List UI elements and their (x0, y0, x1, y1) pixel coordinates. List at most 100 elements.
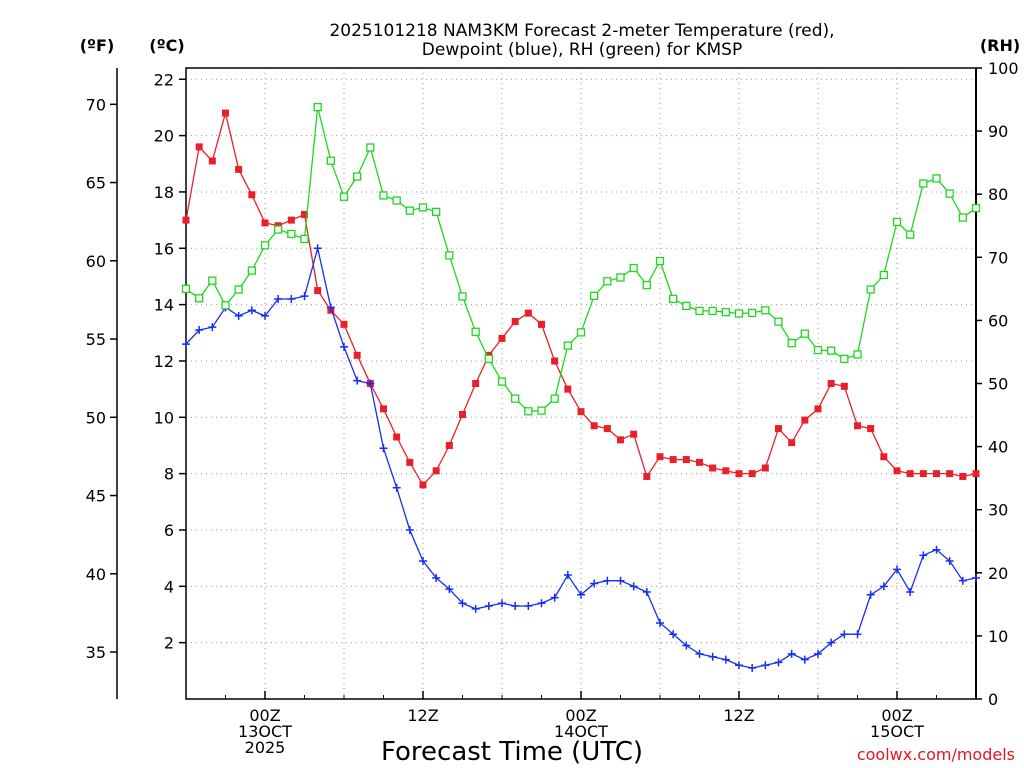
dewpoint-point (840, 630, 849, 639)
temperature-point (643, 472, 651, 480)
dewpoint-point (814, 649, 822, 658)
temperature-point (814, 405, 822, 413)
rh-point (247, 266, 256, 275)
dewpoint-point (274, 294, 283, 303)
dewpoint-point (471, 604, 480, 613)
rh-tick-label: 90 (988, 122, 1008, 141)
rh-point (300, 234, 309, 244)
celsius-unit-label: (ºC) (149, 36, 184, 55)
temperature-point (959, 472, 967, 480)
dewpoint-point (458, 599, 467, 608)
rh-tick-label: 50 (988, 375, 1008, 394)
rh-tick-label: 100 (988, 59, 1019, 78)
temperature-point (524, 309, 532, 317)
fahrenheit-tick-label: 40 (86, 565, 106, 584)
dewpoint-point (616, 576, 625, 585)
rh-point (195, 294, 204, 303)
dewpoint-point (748, 664, 757, 673)
rh-tick-label: 30 (988, 501, 1008, 520)
dewpoint-point (800, 655, 809, 664)
temperature-point (353, 351, 361, 359)
temperature-point (669, 456, 677, 464)
celsius-tick-label: 18 (154, 183, 174, 202)
temperature-point (972, 470, 980, 478)
temperature-point (314, 287, 322, 295)
dewpoint-point (366, 379, 375, 388)
dewpoint-point (669, 630, 678, 639)
rh-point (761, 306, 770, 315)
dewpoint-point (287, 294, 296, 303)
rh-point (326, 156, 335, 165)
rh-point (695, 306, 704, 316)
rh-point (971, 203, 981, 213)
rh-point (537, 406, 546, 415)
celsius-tick-label: 2 (164, 634, 174, 653)
dewpoint-point (893, 565, 901, 574)
rh-point (840, 354, 849, 364)
dewpoint-point (340, 342, 348, 351)
dewpoint-point (405, 525, 414, 534)
dewpoint-point (498, 599, 506, 608)
rh-point (181, 284, 191, 294)
rh-point (958, 213, 967, 222)
rh-point (800, 329, 809, 338)
temperature-point (946, 470, 954, 478)
rh-point (734, 309, 744, 318)
dewpoint-point (866, 590, 875, 599)
rh-tick-label: 10 (988, 627, 1008, 646)
temperature-point (933, 470, 940, 478)
dewpoint-point (761, 661, 770, 670)
dewpoint-point (392, 483, 401, 492)
series-line (185, 106, 977, 412)
rh-point (339, 192, 349, 201)
dewpoint-point (182, 340, 190, 349)
fahrenheit-tick-label: 60 (86, 252, 106, 271)
rh-point (392, 196, 401, 205)
dewpoint-point (563, 571, 572, 580)
rh-point (892, 217, 902, 227)
dewpoint-point (550, 593, 559, 602)
temperature-point (538, 320, 545, 328)
axes-layer: 35 40 45 50 55 60 65 70 2 4 6 8 10 12 14 16 18 20 22 0 10 20 3… (86, 59, 1019, 757)
temperature-point (603, 425, 611, 433)
rh-point (629, 263, 638, 273)
x-tick-label: 00Z (565, 706, 596, 725)
dewpoint-point (590, 579, 599, 588)
temperature-point (577, 408, 585, 416)
rh-point (879, 270, 888, 280)
dewpoint-point (353, 376, 362, 385)
rh-point (906, 230, 915, 239)
dewpoint-point (642, 587, 651, 596)
temperature-point (301, 210, 308, 218)
dewpoint-point (932, 545, 941, 554)
x-tick-label: 12Z (407, 706, 438, 725)
dewpoint-point (511, 602, 520, 611)
rh-point (682, 301, 691, 311)
temperature-point (208, 157, 216, 165)
temperature-point (393, 433, 401, 441)
dewpoint-point (879, 582, 888, 591)
rh-tick-label: 40 (988, 438, 1008, 457)
temperature-point (709, 464, 717, 472)
dewpoint-point (656, 618, 664, 627)
temperature-point (761, 464, 769, 472)
temperature-point (564, 385, 572, 393)
dewpoint-point (774, 658, 783, 667)
dewpoint-point (853, 630, 862, 639)
rh-point (932, 174, 941, 183)
celsius-tick-label: 22 (154, 70, 174, 89)
dewpoint-point (958, 576, 967, 585)
rh-point (471, 327, 480, 336)
rh-point (813, 345, 823, 355)
temperature-point (511, 318, 519, 326)
dewpoint-point (827, 638, 836, 647)
fahrenheit-unit-label: (ºF) (80, 36, 115, 55)
temperature-point (748, 470, 756, 478)
dewpoint-point (313, 244, 322, 253)
dewpoint-point (629, 582, 638, 591)
dewpoint-point (945, 556, 954, 565)
rh-point (445, 251, 454, 260)
rh-point (669, 294, 678, 304)
rh-point (432, 207, 441, 217)
